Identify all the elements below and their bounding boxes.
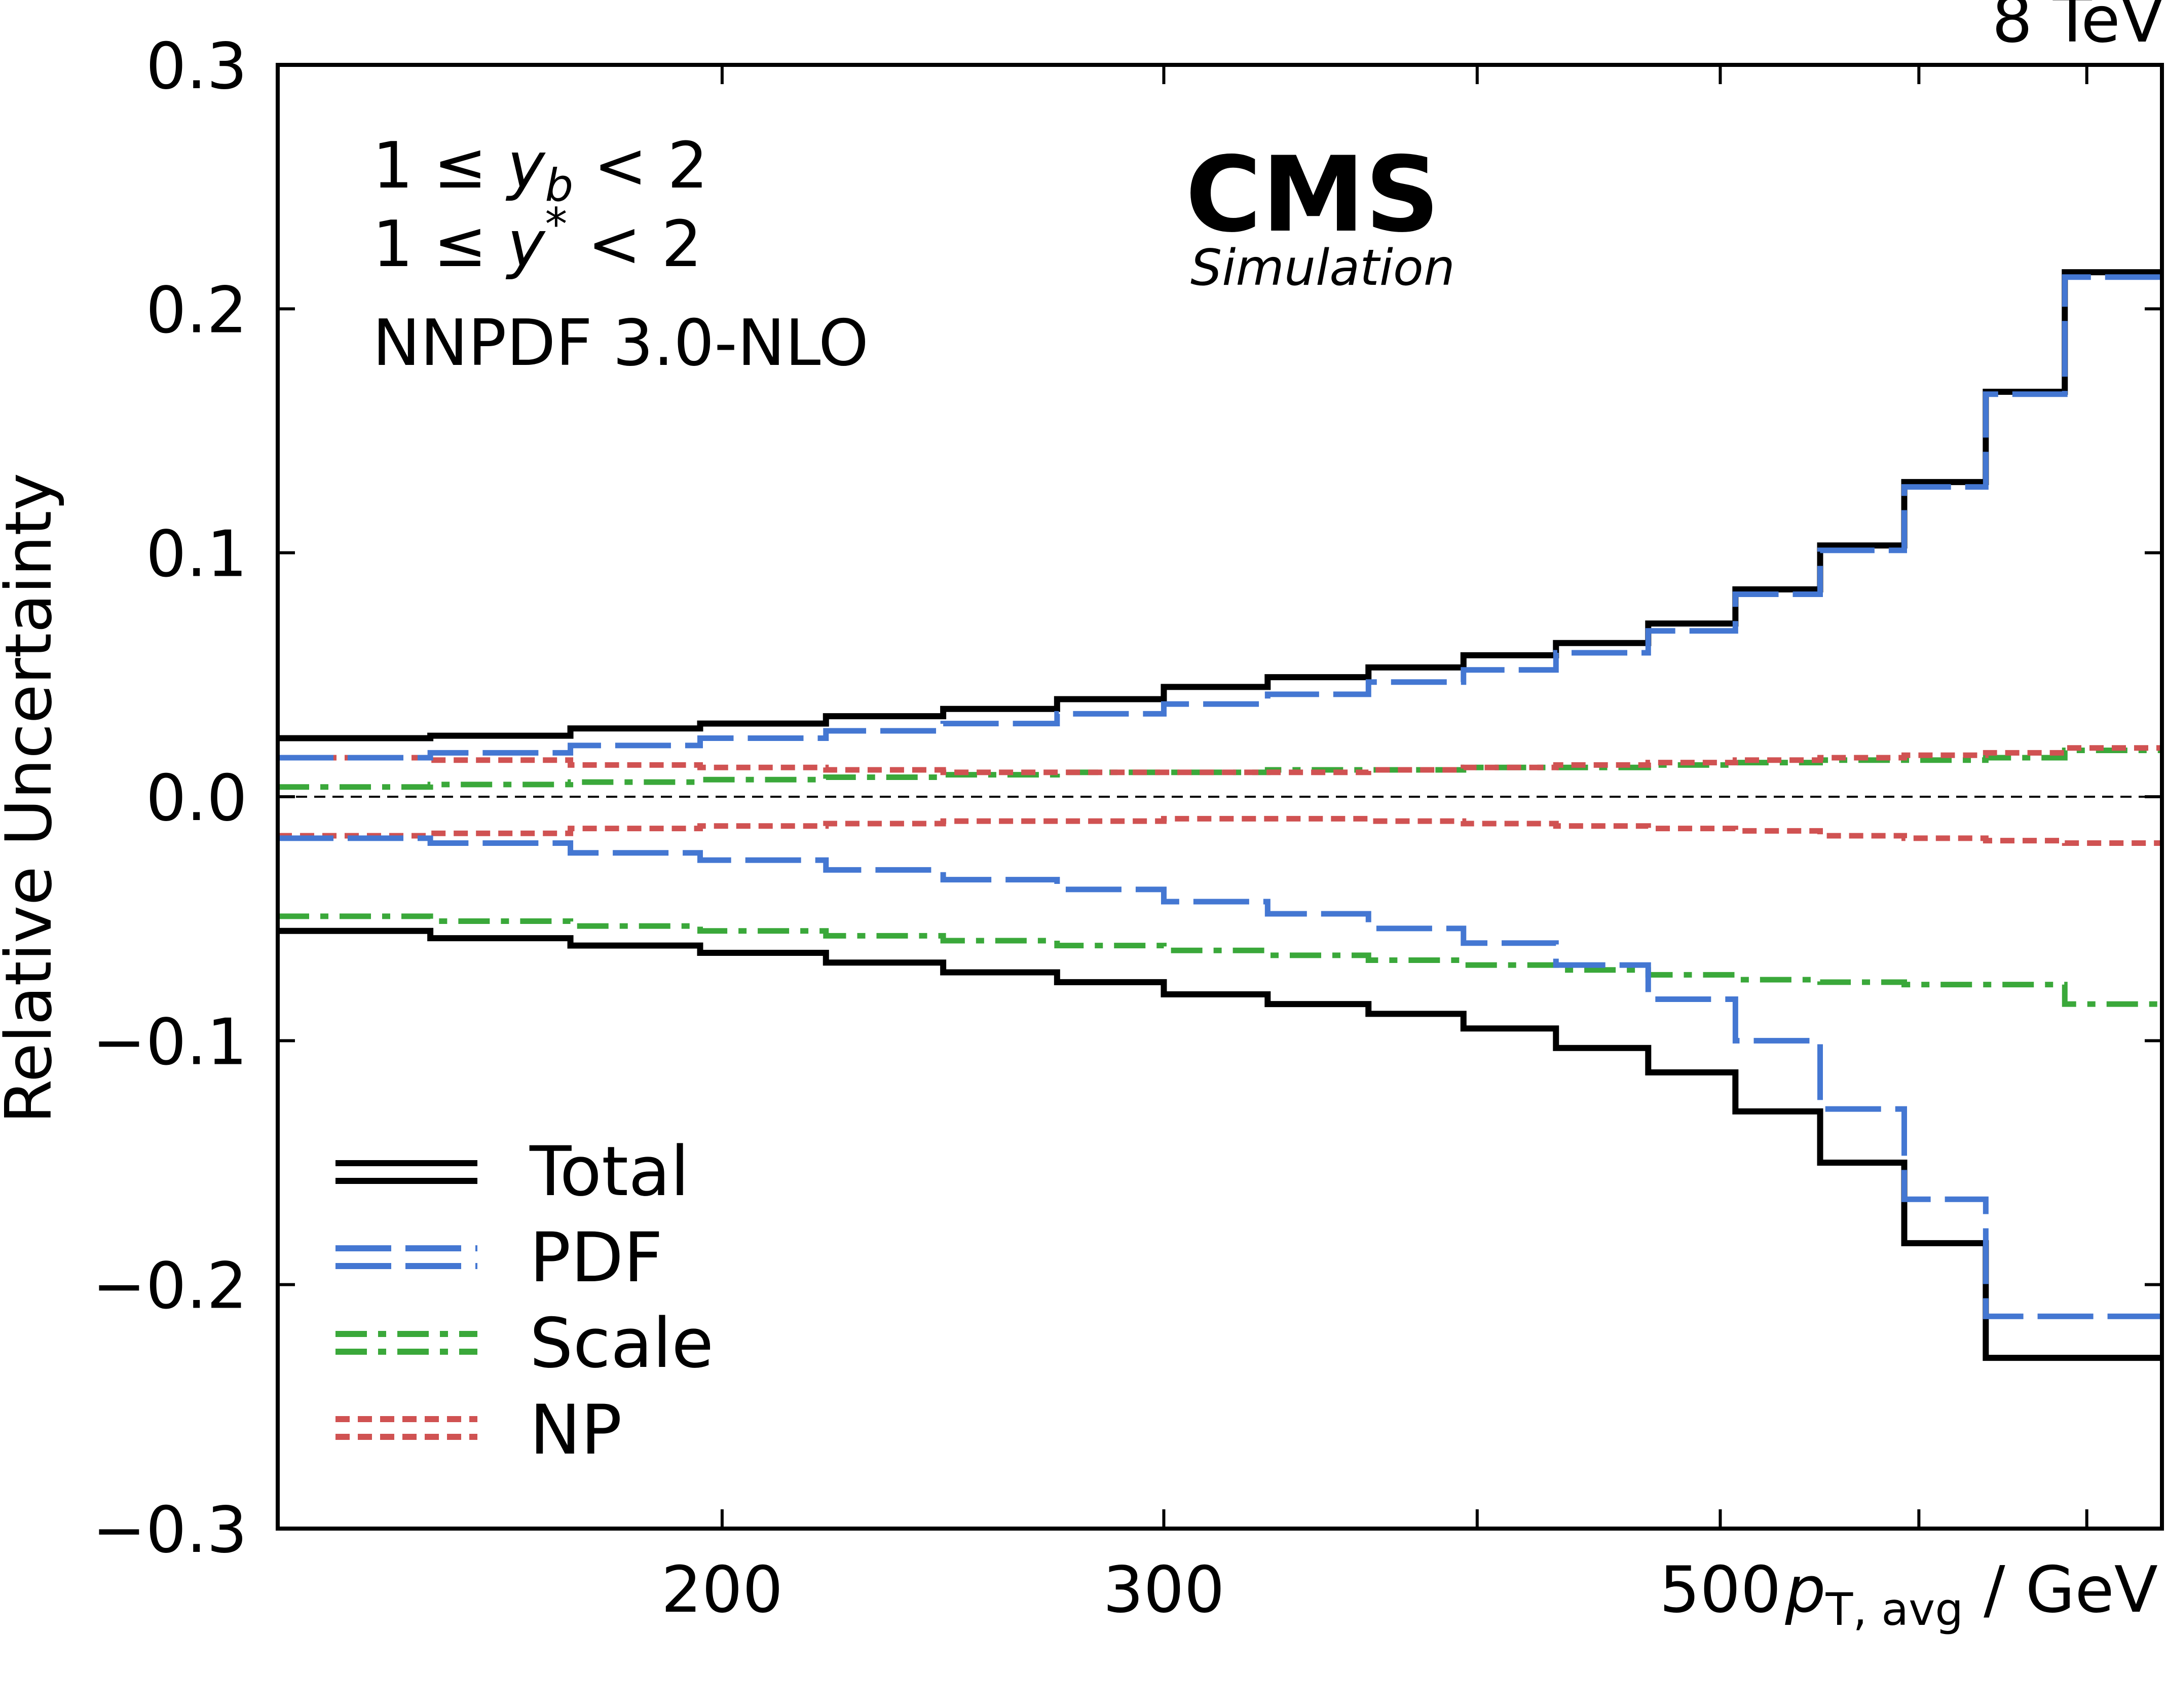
y-tick-label: −0.1 [92, 1005, 247, 1079]
annotation-ystar-suffix: < 2 [567, 207, 702, 281]
y-tick-label: 0.1 [146, 517, 247, 591]
legend-entry-pdf: PDF [335, 1218, 663, 1297]
y-tick-label: −0.2 [92, 1249, 247, 1323]
y-tick-label: 0.0 [146, 761, 247, 835]
annotation-ystar-var: y [505, 207, 546, 281]
experiment-sub-label: Simulation [1190, 239, 1455, 297]
y-tick-label: −0.3 [92, 1493, 247, 1567]
series-group [278, 269, 2162, 1361]
y-tick-label: 0.2 [146, 273, 247, 347]
annotation-yb-suffix: < 2 [573, 128, 708, 203]
y-tick-label: 0.3 [146, 29, 247, 103]
experiment-label: CMS [1185, 135, 1440, 255]
annotation-ystar-sup: * [545, 198, 567, 250]
annotation-yb-sub: b [545, 159, 573, 211]
legend-entry-np: NP [335, 1390, 622, 1470]
legend-label-total: Total [529, 1132, 689, 1211]
annotation-ystar-prefix: 1 ≤ [372, 207, 507, 281]
series-np-lower [278, 815, 2162, 846]
energy-label: 8 TeV [1992, 0, 2164, 57]
x-tick-label: 500 [1659, 1552, 1781, 1627]
x-axis-var: p [1785, 1552, 1826, 1627]
annotation-ystar: 1 ≤ y* < 2 [372, 198, 702, 281]
series-total-lower [278, 927, 2162, 1361]
x-axis-title: pT, avg / GeV [1785, 1552, 2158, 1636]
y-axis-title: Relative Uncertainty [0, 473, 66, 1124]
annotation-pdf-set: NNPDF 3.0-NLO [372, 306, 869, 380]
annotation-yb-prefix: 1 ≤ [372, 128, 507, 203]
x-tick-label: 300 [1103, 1552, 1225, 1627]
series-np-upper [278, 745, 2162, 775]
legend-label-scale: Scale [530, 1304, 714, 1383]
legend-label-np: NP [530, 1390, 622, 1470]
x-axis-unit: / GeV [1963, 1552, 2158, 1627]
legend-entry-total: Total [335, 1132, 689, 1211]
annotation-yb-var: y [505, 128, 546, 203]
legend-entry-scale: Scale [335, 1304, 714, 1383]
x-tick-label: 200 [661, 1552, 783, 1627]
series-pdf-lower [278, 835, 2162, 1319]
legend-label-pdf: PDF [530, 1218, 663, 1297]
x-axis-sub: T, avg [1825, 1583, 1964, 1636]
series-pdf-upper [278, 274, 2162, 761]
series-scale-lower [278, 913, 2162, 1007]
legend: Total PDF Scale NP [335, 1132, 714, 1470]
annotation-yb: 1 ≤ yb < 2 [372, 128, 708, 211]
plot-frame [276, 63, 2164, 1531]
axis-ticks: 0.3 0.2 0.1 0.0 −0.1 −0.2 −0.3 200 300 500 [92, 29, 2162, 1627]
